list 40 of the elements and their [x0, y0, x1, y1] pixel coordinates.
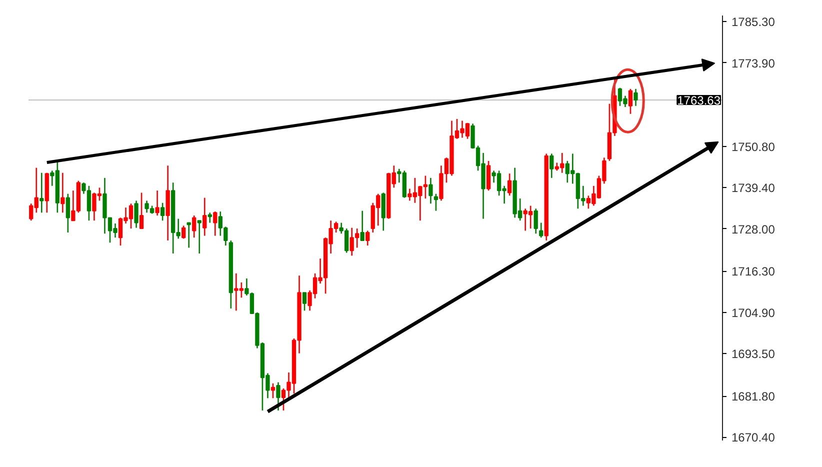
candlestick	[155, 190, 160, 216]
candlestick	[66, 193, 70, 234]
candlestick	[270, 382, 276, 399]
candlestick	[360, 210, 364, 242]
candlestick	[302, 292, 307, 312]
candlestick	[192, 214, 196, 238]
y-tick-label: 1739.40	[732, 181, 776, 196]
candlestick	[60, 172, 65, 214]
candlestick	[428, 177, 433, 204]
y-tick-label: 1785.30	[732, 15, 776, 30]
y-tick-label: 1750.80	[732, 140, 776, 154]
candlestick	[628, 88, 633, 115]
y-tick-label: 1681.80	[732, 390, 776, 404]
y-tick-label: 1716.30	[732, 264, 776, 279]
candlestick	[134, 200, 138, 228]
candlestick	[539, 222, 544, 238]
candlestick	[182, 225, 186, 240]
candlestick	[186, 222, 191, 248]
y-tick-label: 1728.00	[732, 222, 776, 236]
candlestick	[213, 210, 218, 236]
candlestick	[534, 208, 538, 234]
y-tick-label: 1693.50	[732, 347, 776, 362]
candlestick	[197, 220, 202, 254]
candlestick	[366, 230, 370, 246]
y-tick-label: 1704.90	[732, 306, 776, 320]
candlestick	[202, 197, 207, 236]
candlestick	[208, 212, 212, 224]
candlestick	[550, 153, 554, 179]
candlestick	[434, 193, 438, 212]
y-tick-label: 1773.90	[732, 56, 776, 70]
ref-line-label: 1763.63	[677, 94, 721, 108]
candlestick	[634, 88, 638, 107]
candlestick	[507, 172, 512, 196]
y-tick-label: 1670.40	[732, 430, 776, 445]
candlestick	[276, 382, 280, 412]
candlestick	[381, 192, 386, 232]
candlestick	[40, 172, 44, 214]
candlestick	[160, 202, 165, 222]
candlestick	[486, 160, 491, 192]
candlestick	[139, 192, 144, 230]
